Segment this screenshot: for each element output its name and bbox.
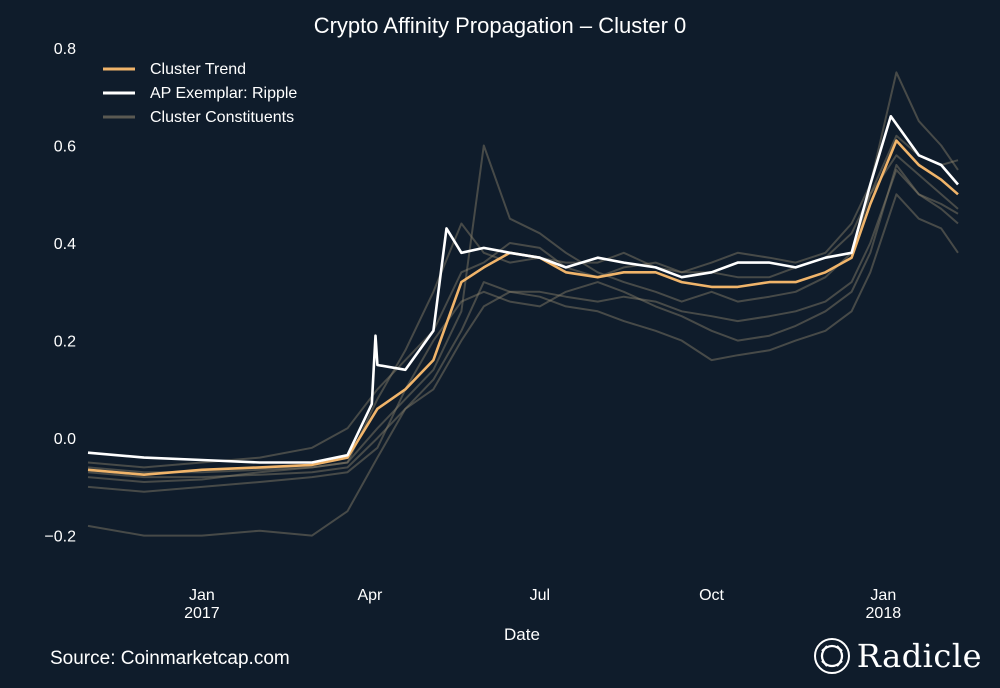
radicle-knot-icon xyxy=(813,638,850,674)
series-line-constituent xyxy=(87,134,959,469)
x-axis-label: Date xyxy=(504,625,540,644)
y-tick-label: 0.2 xyxy=(54,334,76,351)
series-line-trend xyxy=(87,139,959,476)
brand-name: Radicle xyxy=(856,637,982,675)
x-tick-label: Jan xyxy=(870,587,896,604)
y-axis-ticks: 0.8 0.6 0.4 0.2 0.0 −0.2 xyxy=(44,41,76,546)
x-tick-label: Jul xyxy=(530,587,550,604)
series-line-constituent xyxy=(87,168,959,479)
y-tick-label: 0.6 xyxy=(54,139,76,156)
x-tick-sublabel: 2018 xyxy=(866,605,902,622)
x-tick-sublabel: 2017 xyxy=(184,605,220,622)
source-note: Source: Coinmarketcap.com xyxy=(50,648,290,669)
legend-label: AP Exemplar: Ripple xyxy=(150,85,297,102)
y-tick-label: 0.8 xyxy=(54,41,76,58)
brand-logo: Radicle xyxy=(813,637,982,675)
series-line-constituent xyxy=(87,193,959,537)
x-tick-label: Jan xyxy=(189,587,215,604)
legend: Cluster Trend AP Exemplar: Ripple Cluster … xyxy=(103,61,297,126)
y-tick-label: −0.2 xyxy=(44,529,76,546)
x-tick-label: Oct xyxy=(699,587,724,604)
series-line-constituent xyxy=(87,71,959,483)
series-group xyxy=(87,71,959,537)
legend-label: Cluster Constituents xyxy=(150,109,294,126)
y-tick-label: 0.0 xyxy=(54,431,76,448)
chart-title: Crypto Affinity Propagation – Cluster 0 xyxy=(314,13,687,38)
y-tick-label: 0.4 xyxy=(54,236,76,253)
legend-label: Cluster Trend xyxy=(150,61,246,78)
series-line-constituent xyxy=(87,164,959,493)
series-line-exemplar xyxy=(87,115,959,464)
x-tick-label: Apr xyxy=(357,587,383,604)
